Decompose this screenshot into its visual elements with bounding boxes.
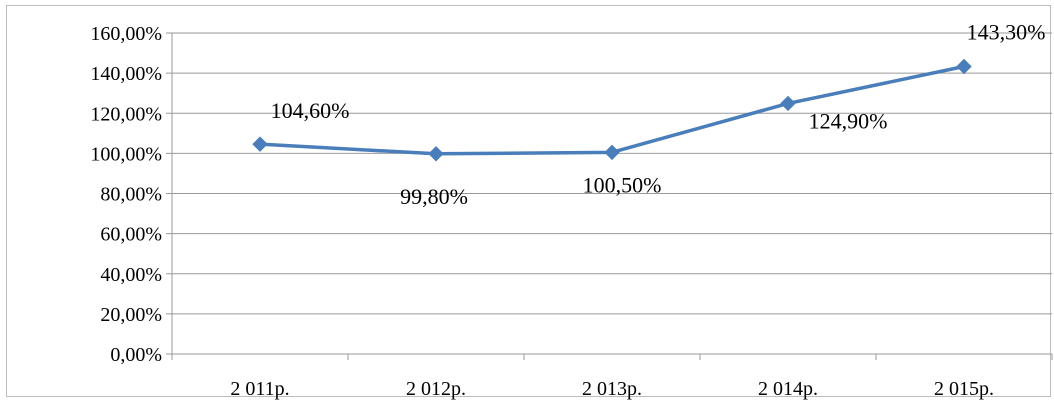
data-labels: 104,60% 99,80% 100,50% 124,90% 143,30% [271,20,1046,209]
y-axis-tick-labels: 0,00% 20,00% 40,00% 60,00% 80,00% 100,00% 120,… [90,23,162,366]
data-point-marker [252,136,268,152]
x-tick-label: 2 013р. [582,378,642,400]
data-point-marker [604,144,620,161]
y-tick-label: 80,00% [100,184,162,206]
data-label: 100,50% [583,172,662,197]
data-label: 143,30% [967,20,1046,45]
x-axis-tick-labels: 2 011р. 2 012р. 2 013р. 2 014р. 2 015р. [230,378,994,400]
y-tick-label: 100,00% [90,143,162,165]
y-tick-label: 160,00% [90,23,162,45]
data-label: 99,80% [400,184,468,209]
data-point-marker [956,58,972,75]
axes [166,32,1053,360]
x-tick-label: 2 011р. [230,378,289,400]
x-tick-label: 2 015р. [934,378,994,400]
y-tick-label: 60,00% [100,224,162,246]
series-layer [252,58,972,162]
x-tick-label: 2 012р. [406,378,466,400]
data-label: 104,60% [271,98,350,123]
data-label: 124,90% [809,108,888,133]
y-tick-label: 20,00% [100,304,162,326]
x-tick-label: 2 014р. [758,378,818,400]
y-tick-label: 120,00% [90,103,162,125]
y-tick-label: 40,00% [100,264,162,286]
y-tick-label: 140,00% [90,63,162,85]
chart-frame [6,5,1051,397]
data-point-marker [428,146,444,162]
data-point-marker [780,95,796,112]
y-tick-label: 0,00% [110,344,162,366]
